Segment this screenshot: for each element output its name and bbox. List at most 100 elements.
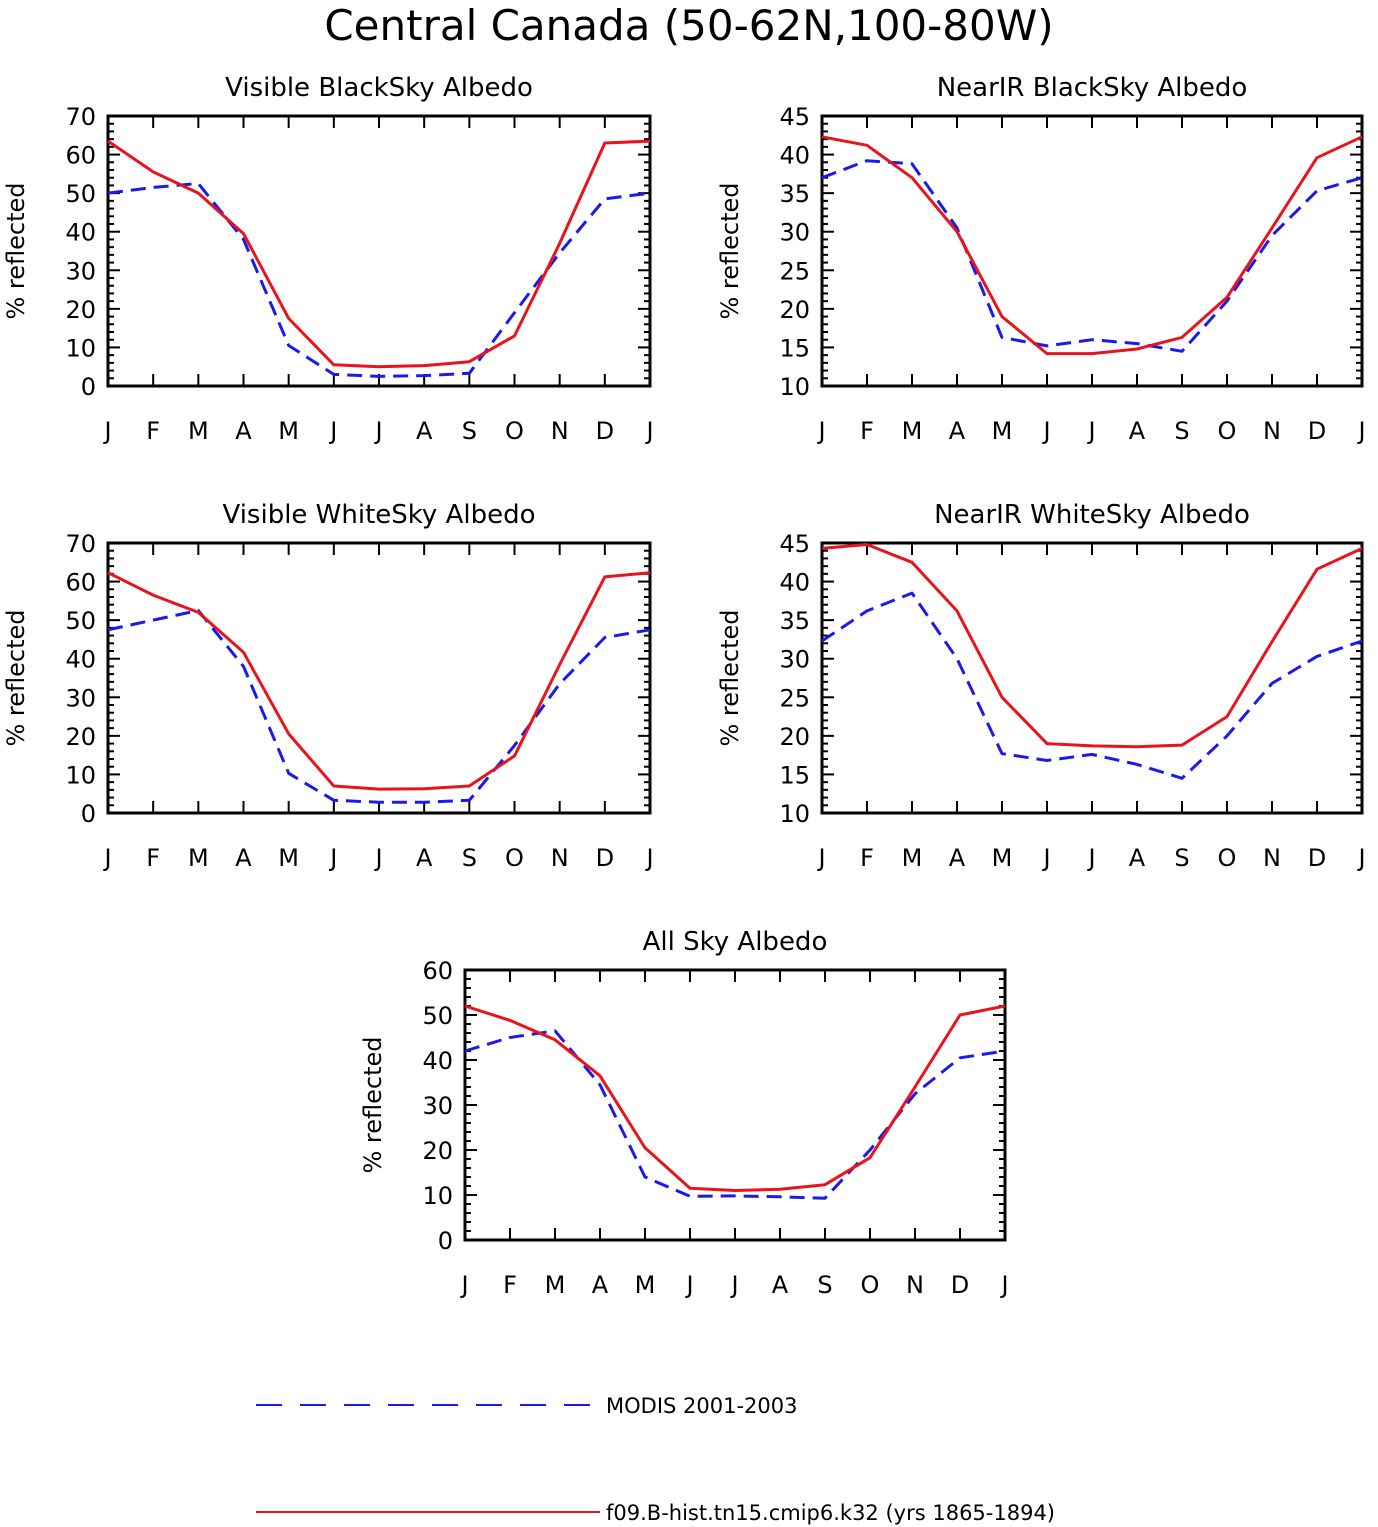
x-tick-label: M [278, 844, 299, 872]
x-tick-label: J [1356, 844, 1365, 872]
series-model-line [821, 135, 1363, 356]
y-tick-label: 70 [65, 530, 96, 558]
x-tick-label: J [816, 844, 825, 872]
x-tick-label: J [459, 1271, 468, 1299]
series-modis-line [464, 1029, 1006, 1200]
y-tick-label: 30 [779, 219, 810, 247]
x-tick-label: J [1086, 844, 1095, 872]
x-tick-label: J [1086, 417, 1095, 445]
x-tick-label: J [644, 417, 653, 445]
x-tick-label: J [684, 1271, 693, 1299]
y-tick-label: 10 [779, 373, 810, 401]
y-tick-label: 70 [65, 103, 96, 131]
y-tick-label: 40 [422, 1047, 453, 1075]
plot-frame [106, 114, 652, 388]
y-tick-label: 40 [779, 569, 810, 597]
x-tick-label: A [592, 1271, 609, 1299]
y-tick-label: 0 [81, 373, 96, 401]
x-tick-label: D [1308, 844, 1326, 872]
x-tick-label: M [902, 417, 923, 445]
panel-title: NearIR WhiteSky Albedo [934, 500, 1250, 530]
x-tick-label: A [772, 1271, 789, 1299]
x-tick-label: F [860, 844, 874, 872]
y-tick-label: 10 [422, 1182, 453, 1210]
series-model-line [464, 1004, 1006, 1192]
figure-title: Central Canada (50-62N,100-80W) [324, 1, 1053, 50]
x-tick-label: M [278, 417, 299, 445]
x-tick-label: M [992, 844, 1013, 872]
panel-title: NearIR BlackSky Albedo [937, 73, 1248, 103]
x-tick-label: A [949, 417, 966, 445]
y-tick-label: 50 [65, 180, 96, 208]
x-tick-label: A [416, 844, 433, 872]
series-modis-line [821, 591, 1363, 780]
y-axis-label: % reflected [716, 609, 744, 746]
x-tick-label: J [102, 417, 111, 445]
x-tick-label: O [1218, 844, 1237, 872]
x-tick-label: J [999, 1271, 1008, 1299]
x-tick-label: F [860, 417, 874, 445]
x-tick-label: D [1308, 417, 1326, 445]
x-tick-label: J [328, 844, 337, 872]
y-tick-label: 10 [779, 800, 810, 828]
series-model-line [107, 139, 651, 369]
panel-title: All Sky Albedo [643, 927, 828, 957]
x-tick-label: S [462, 417, 477, 445]
x-tick-label: A [1129, 417, 1146, 445]
y-tick-label: 40 [65, 646, 96, 674]
x-tick-label: D [951, 1271, 969, 1299]
x-tick-label: M [188, 844, 209, 872]
x-tick-label: A [235, 417, 252, 445]
plot-frame [820, 114, 1364, 388]
y-tick-label: 30 [65, 257, 96, 285]
x-tick-label: F [146, 844, 160, 872]
x-tick-label: O [505, 844, 524, 872]
y-axis-label: % reflected [2, 182, 30, 319]
x-tick-label: M [992, 417, 1013, 445]
y-tick-label: 35 [779, 180, 810, 208]
y-tick-label: 30 [422, 1092, 453, 1120]
x-tick-label: S [1174, 417, 1189, 445]
y-tick-label: 60 [65, 142, 96, 170]
x-tick-label: J [816, 417, 825, 445]
x-tick-label: J [1041, 844, 1050, 872]
x-tick-label: S [462, 844, 477, 872]
x-tick-label: D [596, 417, 614, 445]
x-tick-label: A [1129, 844, 1146, 872]
x-tick-label: O [861, 1271, 880, 1299]
x-tick-label: N [1263, 417, 1281, 445]
y-tick-label: 30 [65, 684, 96, 712]
y-tick-label: 50 [422, 1002, 453, 1030]
x-tick-label: F [146, 417, 160, 445]
y-tick-label: 20 [65, 296, 96, 324]
y-tick-label: 25 [779, 684, 810, 712]
y-tick-label: 30 [779, 646, 810, 674]
x-tick-label: O [1218, 417, 1237, 445]
y-tick-label: 15 [779, 761, 810, 789]
series-model-line [821, 543, 1363, 749]
y-tick-label: 45 [779, 530, 810, 558]
x-tick-label: J [1041, 417, 1050, 445]
y-tick-label: 35 [779, 607, 810, 635]
x-tick-label: J [373, 844, 382, 872]
y-tick-label: 60 [65, 569, 96, 597]
x-tick-label: N [1263, 844, 1281, 872]
y-tick-label: 10 [65, 761, 96, 789]
y-tick-label: 20 [65, 723, 96, 751]
y-tick-label: 25 [779, 257, 810, 285]
x-tick-label: J [729, 1271, 738, 1299]
y-tick-label: 60 [422, 957, 453, 985]
y-axis-label: % reflected [716, 182, 744, 319]
y-tick-label: 50 [65, 607, 96, 635]
legend-label-model: f09.B-hist.tn15.cmip6.k32 (yrs 1865-1894… [606, 1501, 1055, 1525]
x-tick-label: J [644, 844, 653, 872]
x-tick-label: M [635, 1271, 656, 1299]
x-tick-label: A [949, 844, 966, 872]
x-tick-label: S [817, 1271, 832, 1299]
x-tick-label: S [1174, 844, 1189, 872]
x-tick-label: F [503, 1271, 517, 1299]
y-tick-label: 0 [438, 1227, 453, 1255]
y-tick-label: 15 [779, 334, 810, 362]
x-tick-label: M [902, 844, 923, 872]
